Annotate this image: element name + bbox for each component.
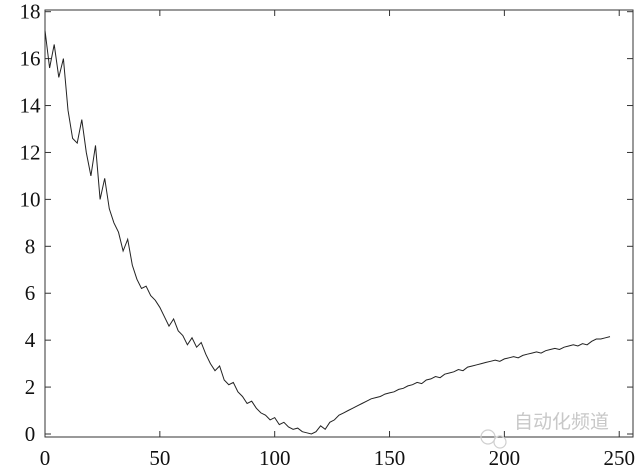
x-tick-label: 0 bbox=[40, 446, 51, 470]
y-tick-label: 10 bbox=[20, 187, 41, 211]
x-tick-label: 250 bbox=[603, 446, 635, 470]
y-tick-label: 14 bbox=[20, 94, 42, 118]
watermark: 自动化频道 bbox=[480, 411, 609, 449]
y-tick-label: 8 bbox=[25, 234, 36, 258]
y-tick-label: 18 bbox=[20, 0, 41, 24]
x-tick-label: 200 bbox=[489, 446, 521, 470]
x-tick-label: 50 bbox=[149, 446, 170, 470]
watermark-text: 自动化频道 bbox=[514, 411, 609, 433]
wechat-logo-icon bbox=[480, 429, 507, 449]
y-tick-label: 2 bbox=[25, 375, 36, 399]
y-tick-label: 12 bbox=[20, 140, 41, 164]
plot-frame bbox=[44, 9, 634, 438]
y-tick-label: 4 bbox=[25, 328, 36, 352]
y-tick-label: 16 bbox=[20, 47, 41, 71]
x-tick-label: 100 bbox=[259, 446, 291, 470]
y-tick-label: 0 bbox=[25, 422, 36, 446]
x-tick-label: 150 bbox=[374, 446, 406, 470]
series-line bbox=[44, 30, 611, 435]
y-tick-label: 6 bbox=[25, 281, 36, 305]
